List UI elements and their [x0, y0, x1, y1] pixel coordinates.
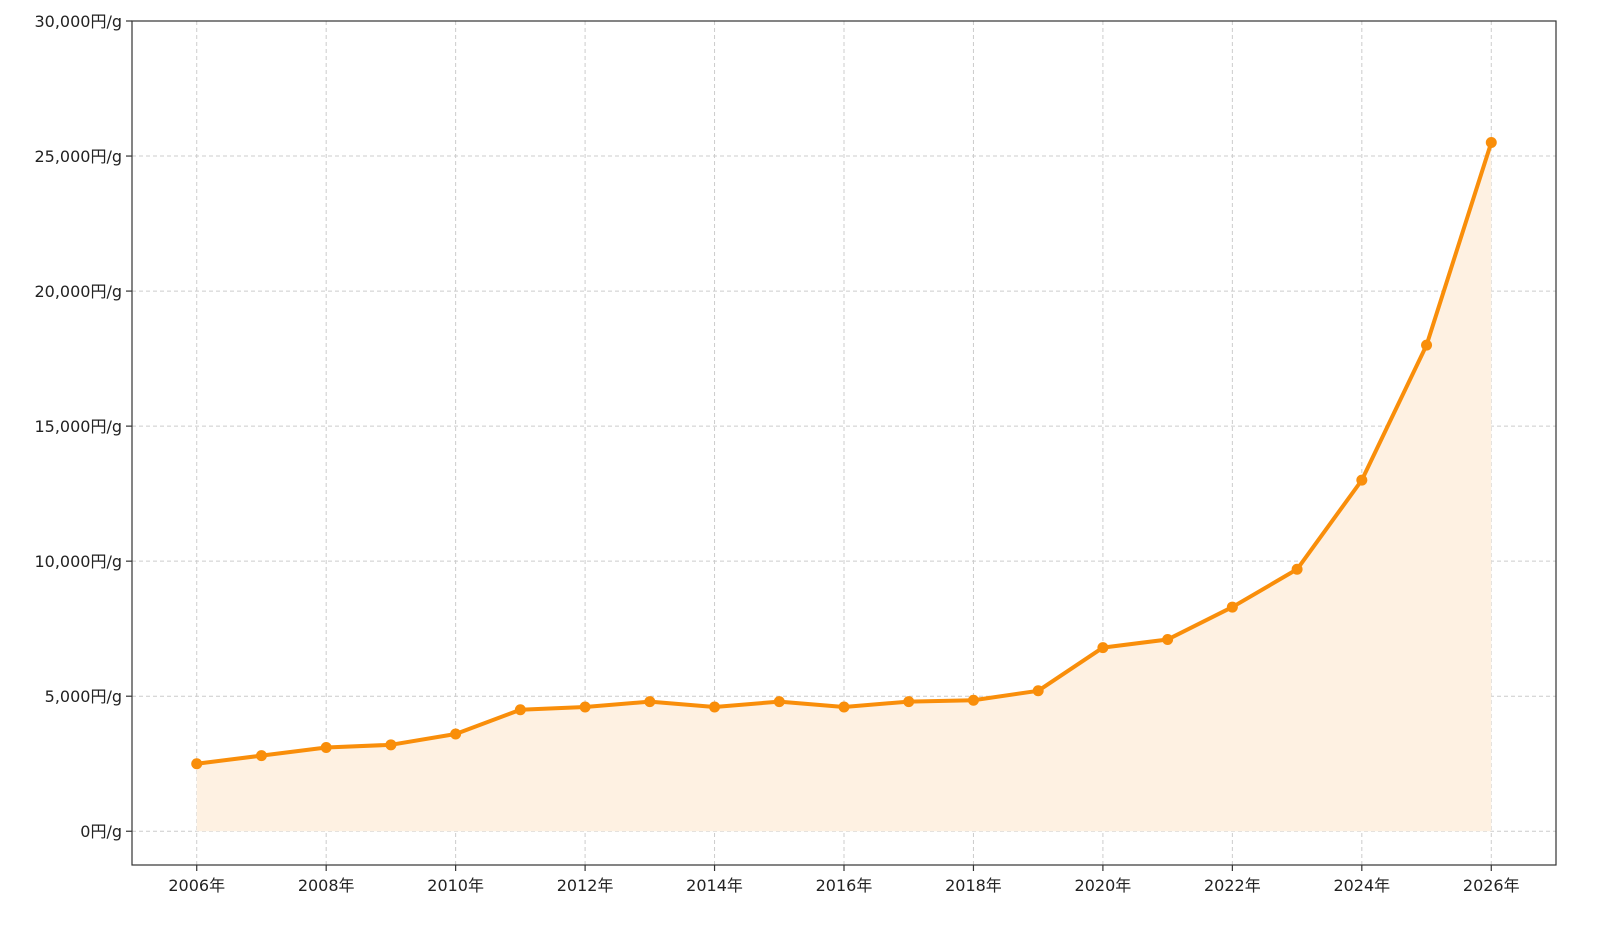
data-point	[191, 758, 203, 770]
data-point	[1485, 137, 1497, 149]
data-point	[709, 701, 721, 713]
point-layer	[191, 137, 1497, 770]
data-point	[1226, 601, 1238, 613]
y-tick-label: 5,000円/g	[45, 687, 122, 706]
x-tick-label: 2006年	[168, 876, 225, 895]
y-tick-label: 20,000円/g	[34, 282, 122, 301]
x-tick-label: 2012年	[557, 876, 614, 895]
x-tick-label: 2020年	[1075, 876, 1132, 895]
y-tick-label: 30,000円/g	[34, 12, 122, 31]
label-layer: 2006年 2008年 2010年 2012年 2014年 2016年 2018年 2020年…	[34, 12, 1519, 895]
x-tick-label: 2018年	[945, 876, 1002, 895]
data-point	[579, 701, 591, 713]
x-tick-label: 2026年	[1463, 876, 1520, 895]
x-tick-label: 2016年	[816, 876, 873, 895]
data-point	[320, 742, 332, 754]
data-point	[514, 704, 526, 716]
x-tick-label: 2008年	[298, 876, 355, 895]
data-point	[1291, 563, 1303, 575]
y-tick-label: 25,000円/g	[34, 147, 122, 166]
data-point	[1032, 685, 1044, 697]
x-tick-label: 2014年	[686, 876, 743, 895]
data-point	[1356, 474, 1368, 486]
y-tick-label: 15,000円/g	[34, 417, 122, 436]
data-point	[1097, 642, 1109, 654]
data-point	[773, 696, 785, 708]
data-point	[903, 696, 915, 708]
x-tick-label: 2022年	[1204, 876, 1261, 895]
y-tick-label: 10,000円/g	[34, 552, 122, 571]
area-layer	[196, 142, 1492, 832]
area-fill	[196, 142, 1492, 832]
x-tick-label: 2024年	[1333, 876, 1390, 895]
y-tick-label: 0円/g	[80, 822, 122, 841]
data-point	[644, 696, 656, 708]
x-tick-label: 2010年	[427, 876, 484, 895]
data-point	[255, 750, 267, 762]
data-point	[385, 739, 397, 751]
data-point	[1162, 633, 1174, 645]
data-point	[838, 701, 850, 713]
data-point	[967, 694, 979, 706]
axis-layer	[126, 20, 1557, 871]
data-point	[1421, 339, 1433, 351]
data-point	[450, 728, 462, 740]
